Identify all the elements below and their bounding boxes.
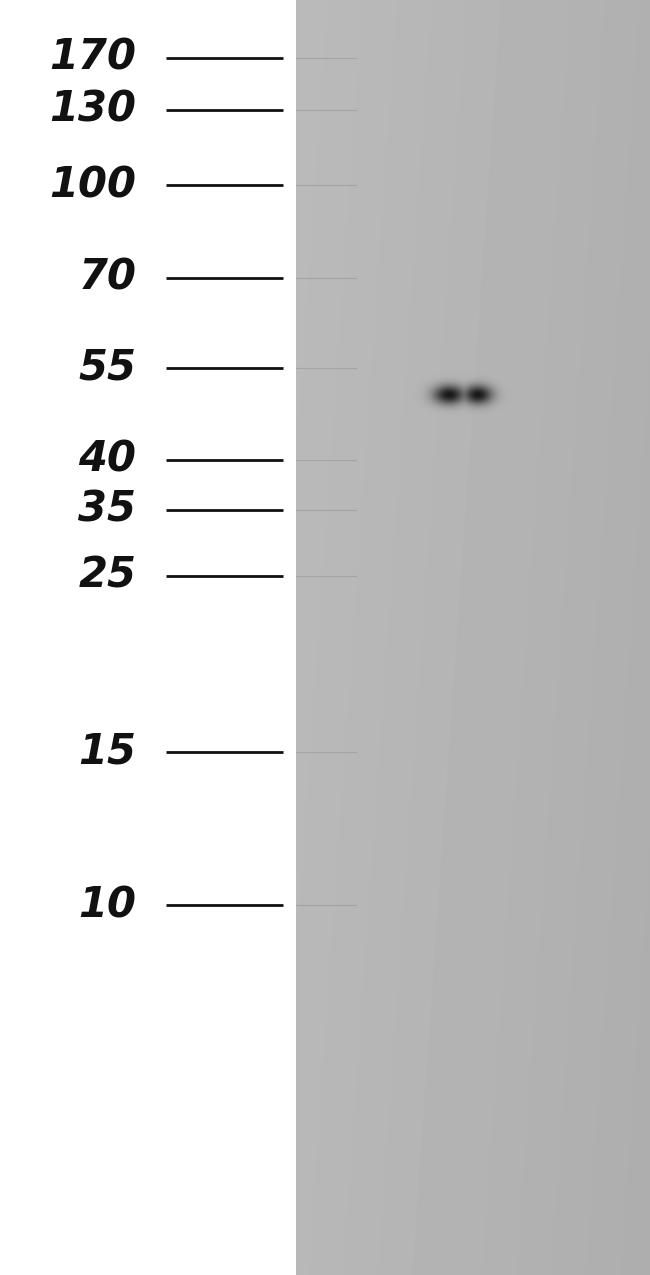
Text: 170: 170 (49, 37, 136, 79)
Text: 55: 55 (79, 347, 136, 389)
Text: 100: 100 (49, 164, 136, 207)
Text: 25: 25 (79, 555, 136, 597)
Text: 130: 130 (49, 89, 136, 131)
Text: 40: 40 (79, 439, 136, 481)
Text: 35: 35 (79, 490, 136, 530)
Text: 10: 10 (79, 884, 136, 926)
Text: 15: 15 (79, 731, 136, 773)
Text: 70: 70 (79, 258, 136, 300)
FancyBboxPatch shape (296, 0, 650, 1275)
